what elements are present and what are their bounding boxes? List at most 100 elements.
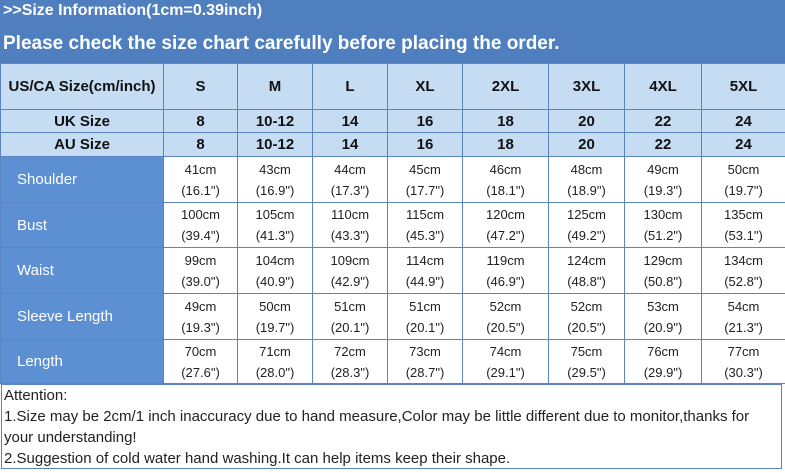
- size-cell: 20: [548, 109, 625, 133]
- cm-value: 130cm: [643, 207, 683, 222]
- header-row: AU Size 8 10-12 14 16 18 20 22 24: [0, 132, 785, 157]
- measurement-label: Shoulder: [0, 156, 164, 203]
- size-cell: S: [163, 63, 238, 110]
- measurement-cell: 124cm (48.8"): [548, 247, 625, 294]
- header-band: >>Size Information(1cm=0.39inch) Please …: [0, 0, 785, 63]
- header-row: US/CA Size(cm/inch) S M L XL 2XL 3XL 4XL 5XL: [0, 63, 785, 110]
- cm-value: 100cm: [180, 207, 221, 222]
- inch-value: (20.9"): [643, 319, 683, 335]
- measurement-cell: 75cm (29.5"): [548, 339, 625, 384]
- measurement-cell: 115cm (45.3"): [387, 202, 463, 248]
- inch-value: (53.1"): [724, 228, 763, 243]
- cm-value: 119cm: [486, 252, 525, 268]
- size-cell: 14: [312, 132, 388, 157]
- cm-value: 74cm: [489, 343, 522, 359]
- measurement-row: Waist 99cm (39.0") 104cm (40.9") 109cm (42.9")…: [0, 247, 785, 294]
- size-cell: 22: [624, 132, 702, 157]
- measurement-cell: 120cm (47.2"): [462, 202, 549, 248]
- inch-value: (19.3"): [643, 182, 683, 198]
- measurement-cell: 46cm (18.1"): [462, 156, 549, 203]
- measurement-cell: 51cm (20.1"): [387, 293, 463, 340]
- cm-value: 110cm: [330, 207, 370, 222]
- measurement-cell: 119cm (46.9"): [462, 247, 549, 294]
- inch-value: (48.8"): [567, 273, 606, 289]
- cm-value: 54cm: [727, 298, 760, 314]
- cm-value: 115cm: [405, 207, 445, 222]
- size-cell: 20: [548, 132, 625, 157]
- cm-value: 50cm: [727, 161, 760, 177]
- cm-value: 51cm: [409, 298, 441, 314]
- measurement-cell: 70cm (27.6"): [163, 339, 238, 384]
- measurement-cell: 50cm (19.7"): [701, 156, 785, 203]
- row-label: US/CA Size(cm/inch): [0, 63, 164, 110]
- size-cell: 14: [312, 109, 388, 133]
- size-cell: 10-12: [237, 132, 313, 157]
- inch-value: (39.0"): [181, 273, 220, 289]
- inch-value: (29.5"): [567, 364, 606, 380]
- inch-value: (49.2"): [567, 228, 606, 243]
- measurement-cell: 52cm (20.5"): [548, 293, 625, 340]
- measurement-cell: 41cm (16.1"): [163, 156, 238, 203]
- cm-value: 43cm: [259, 161, 291, 177]
- attention-note: Attention: 1.Size may be 2cm/1 inch inac…: [1, 384, 782, 469]
- size-cell: 4XL: [624, 63, 702, 110]
- measurement-cell: 49cm (19.3"): [624, 156, 702, 203]
- cm-value: 109cm: [330, 252, 370, 268]
- measurement-cell: 45cm (17.7"): [387, 156, 463, 203]
- attention-line: 2.Suggestion of cold water hand washing.…: [4, 450, 511, 467]
- inch-value: (41.3"): [255, 228, 295, 243]
- measurement-row: Shoulder 41cm (16.1") 43cm (16.9") 44cm (17.3"…: [0, 156, 785, 203]
- inch-value: (47.2"): [486, 228, 525, 243]
- inch-value: (19.7"): [724, 182, 763, 198]
- measurement-cell: 99cm (39.0"): [163, 247, 238, 294]
- measurement-row: Sleeve Length 49cm (19.3") 50cm (19.7") 51cm (…: [0, 293, 785, 340]
- measurement-cell: 52cm (20.5"): [462, 293, 549, 340]
- cm-value: 120cm: [485, 207, 526, 222]
- measurement-cell: 43cm (16.9"): [237, 156, 313, 203]
- inch-value: (42.9"): [330, 273, 370, 289]
- cm-value: 125cm: [566, 207, 607, 222]
- header-row: UK Size 8 10-12 14 16 18 20 22 24: [0, 109, 785, 133]
- measurement-cell: 109cm (42.9"): [312, 247, 388, 294]
- cm-value: 49cm: [184, 298, 217, 314]
- attention-heading: Attention:: [4, 387, 68, 404]
- inch-value: (29.9"): [643, 364, 683, 380]
- cm-value: 135cm: [723, 207, 764, 222]
- size-cell: L: [312, 63, 388, 110]
- measurement-cell: 53cm (20.9"): [624, 293, 702, 340]
- cm-value: 105cm: [255, 207, 295, 222]
- inch-value: (30.3"): [724, 364, 763, 380]
- measurement-cell: 51cm (20.1"): [312, 293, 388, 340]
- measurement-cell: 73cm (28.7"): [387, 339, 463, 384]
- cm-value: 114cm: [405, 252, 445, 268]
- inch-value: (18.9"): [567, 182, 606, 198]
- measurement-cell: 110cm (43.3"): [312, 202, 388, 248]
- measurement-cell: 76cm (29.9"): [624, 339, 702, 384]
- measurement-cell: 50cm (19.7"): [237, 293, 313, 340]
- inch-value: (20.5"): [486, 319, 525, 335]
- cm-value: 134cm: [723, 252, 764, 268]
- inch-value: (28.0"): [255, 364, 295, 380]
- cm-value: 44cm: [334, 161, 366, 177]
- attention-line: 1.Size may be 2cm/1 inch inaccuracy due …: [4, 408, 750, 446]
- cm-value: 77cm: [727, 343, 760, 359]
- cm-value: 49cm: [647, 161, 679, 177]
- measurement-label: Waist: [0, 247, 164, 294]
- measurement-cell: 48cm (18.9"): [548, 156, 625, 203]
- size-cell: 16: [387, 132, 463, 157]
- inch-value: (20.5"): [567, 319, 606, 335]
- measurement-cell: 72cm (28.3"): [312, 339, 388, 384]
- cm-value: 41cm: [184, 161, 217, 177]
- inch-value: (19.3"): [181, 319, 220, 335]
- size-info-title: >>Size Information(1cm=0.39inch): [3, 2, 263, 19]
- cm-value: 72cm: [334, 343, 366, 359]
- size-cell: 16: [387, 109, 463, 133]
- size-cell: M: [237, 63, 313, 110]
- measurement-cell: 74cm (29.1"): [462, 339, 549, 384]
- row-label: AU Size: [0, 132, 164, 157]
- size-cell: 8: [163, 109, 238, 133]
- measurement-label: Length: [0, 339, 164, 384]
- cm-value: 45cm: [409, 161, 441, 177]
- cm-value: 75cm: [570, 343, 603, 359]
- size-cell: 18: [462, 109, 549, 133]
